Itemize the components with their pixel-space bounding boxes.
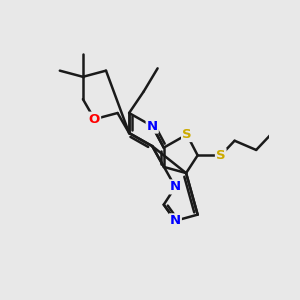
Text: O: O [89, 113, 100, 126]
Text: N: N [170, 214, 181, 227]
Text: N: N [170, 180, 181, 194]
Text: S: S [182, 128, 192, 141]
Text: N: N [147, 120, 158, 133]
Text: S: S [216, 149, 226, 162]
